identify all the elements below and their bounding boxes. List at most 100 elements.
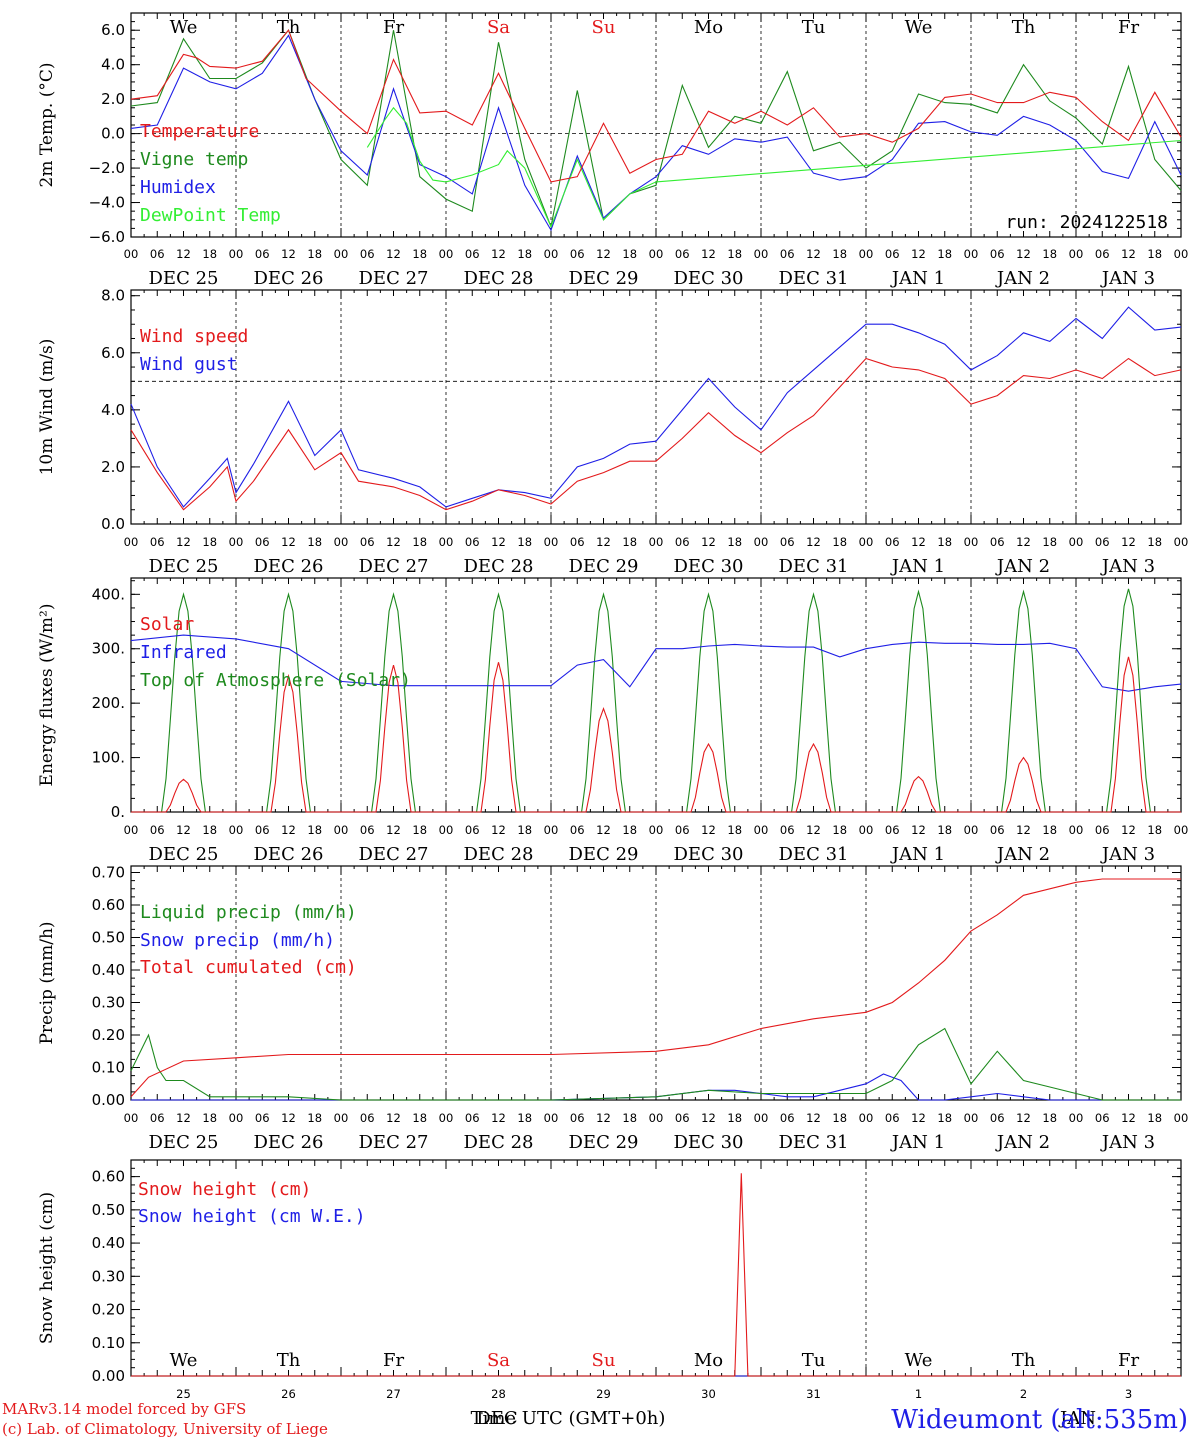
hour-label: 12: [281, 535, 296, 549]
hour-label: 00: [439, 823, 454, 837]
series-wind-gust: [130, 306, 1182, 508]
weekday-label: Mo: [694, 1350, 723, 1371]
legend-entry: Snow precip (mm/h): [140, 930, 335, 951]
series-temperature: [130, 29, 1182, 183]
date-label: DEC 27: [359, 844, 429, 865]
hour-label: 00: [859, 823, 874, 837]
hour-label: 18: [307, 823, 322, 837]
hour-label: 18: [517, 823, 532, 837]
hour-label: 18: [1042, 247, 1057, 261]
hour-label: 06: [570, 247, 585, 261]
day-number-label: 1: [915, 1387, 922, 1401]
hour-label: 18: [517, 1111, 532, 1125]
hour-label: 00: [439, 247, 454, 261]
hour-label: 06: [465, 247, 480, 261]
panel-1: 6.0 4.0 2.0 0.0 −2.0 −4.0 −6.0 2m Temp. (°C) 00 0…: [37, 12, 1188, 289]
date-label: DEC 25: [149, 844, 219, 865]
hour-label: 12: [281, 823, 296, 837]
y-tick-label: 100.: [92, 749, 125, 767]
y-tick-label: 0.40: [92, 961, 125, 979]
hour-label: 12: [1121, 535, 1136, 549]
hour-label: 00: [649, 823, 664, 837]
hour-label: 18: [1042, 535, 1057, 549]
hour-label: 06: [885, 247, 900, 261]
series-liquid-precip: [130, 1027, 1181, 1101]
panel-3: 400. 300. 200. 100. 0. Energy fluxes (W/m²) 00…: [37, 577, 1188, 865]
hour-label: 00: [544, 823, 559, 837]
y-axis-label: Energy fluxes (W/m²): [37, 604, 57, 787]
legend-entry: Snow height (cm): [138, 1179, 311, 1200]
hour-label: 12: [281, 247, 296, 261]
hour-label: 06: [675, 823, 690, 837]
legend-entry: Snow height (cm W.E.): [138, 1206, 366, 1227]
x-axis-label: Time UTC (GMT+0h): [471, 1408, 666, 1429]
series-dewpoint-temp: [366, 106, 1182, 229]
date-label: JAN 2: [995, 556, 1050, 577]
y-axis-label: 10m Wind (m/s): [37, 339, 57, 476]
hour-label: 12: [176, 247, 191, 261]
date-label: JAN 1: [890, 556, 945, 577]
hour-label: 06: [1095, 535, 1110, 549]
hour-label: 06: [990, 247, 1005, 261]
hour-label: 12: [806, 535, 821, 549]
hour-label: 00: [334, 823, 349, 837]
date-label: JAN 1: [890, 844, 945, 865]
date-label: DEC 30: [674, 844, 744, 865]
hour-label: 12: [596, 535, 611, 549]
hour-label: 18: [832, 1111, 847, 1125]
hour-label: 00: [229, 1111, 244, 1125]
hour-label: 06: [150, 823, 165, 837]
date-label: JAN 1: [890, 268, 945, 289]
hour-label: 00: [754, 823, 769, 837]
hour-label: 12: [1016, 823, 1031, 837]
hour-label: 12: [1121, 247, 1136, 261]
hour-label: 12: [596, 247, 611, 261]
y-axis-label: 2m Temp. (°C): [37, 62, 57, 187]
hour-label: 00: [964, 1111, 979, 1125]
hour-label: 18: [307, 247, 322, 261]
hour-label: 18: [937, 535, 952, 549]
y-tick-label: −6.0: [89, 228, 125, 246]
date-label: DEC 29: [569, 844, 639, 865]
y-tick-label: 6.0: [101, 344, 125, 362]
hour-label: 12: [701, 823, 716, 837]
date-label: JAN 2: [995, 844, 1050, 865]
hour-label: 06: [780, 247, 795, 261]
hour-label: 06: [255, 1111, 270, 1125]
date-label: DEC 26: [254, 268, 324, 289]
station-label: Wideumont (alt:535m): [891, 1405, 1188, 1435]
legend-entry: Wind gust: [140, 354, 238, 375]
date-label: DEC 28: [464, 844, 534, 865]
date-label: DEC 30: [674, 268, 744, 289]
date-label: DEC 30: [674, 1132, 744, 1153]
day-number-label: 26: [281, 1387, 296, 1401]
hour-label: 18: [307, 1111, 322, 1125]
legend-entry: Wind speed: [140, 326, 248, 347]
hour-label: 12: [491, 823, 506, 837]
hour-label: 06: [465, 1111, 480, 1125]
series-solar: [131, 656, 1181, 813]
date-label: DEC 25: [149, 268, 219, 289]
hour-label: 00: [649, 535, 664, 549]
hour-label: 06: [675, 535, 690, 549]
date-label: DEC 26: [254, 556, 324, 577]
hour-label: 06: [990, 823, 1005, 837]
hour-label: 00: [334, 1111, 349, 1125]
hour-label: 12: [281, 1111, 296, 1125]
date-label: DEC 28: [464, 1132, 534, 1153]
hour-label: 00: [964, 535, 979, 549]
hour-label: 18: [832, 247, 847, 261]
weekday-label: We: [170, 17, 198, 38]
y-tick-label: 6.0: [101, 21, 125, 39]
legend-entry: Solar: [140, 614, 194, 635]
date-label: DEC 27: [359, 1132, 429, 1153]
hour-label: 12: [491, 535, 506, 549]
hour-label: 06: [885, 823, 900, 837]
hour-label: 18: [517, 247, 532, 261]
series-total-cumulated: [130, 878, 1181, 1098]
date-label: JAN 3: [1100, 556, 1155, 577]
weekday-label: Fr: [383, 1350, 404, 1371]
weekday-label: Th: [1012, 17, 1036, 38]
y-tick-label: 0.30: [92, 994, 125, 1012]
